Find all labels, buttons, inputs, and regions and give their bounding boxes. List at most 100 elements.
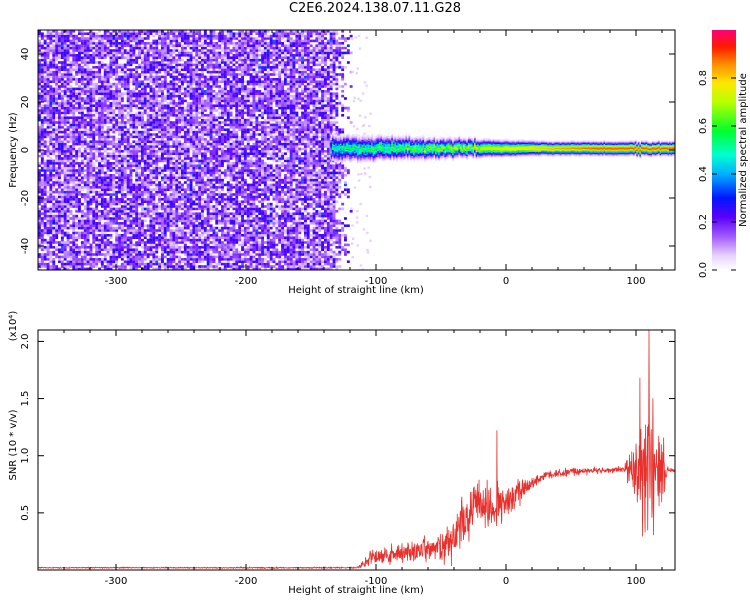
heatmap-cell	[86, 114, 90, 117]
heatmap-cell	[66, 210, 70, 213]
heatmap-cell	[195, 258, 199, 261]
heatmap-cell	[149, 193, 153, 196]
heatmap-cell	[49, 123, 53, 127]
heatmap-cell	[49, 85, 53, 88]
heatmap-cell	[75, 92, 79, 95]
heatmap-cell	[118, 82, 121, 86]
heatmap-cell	[120, 238, 124, 242]
heatmap-cell	[120, 114, 124, 117]
heatmap-cell	[189, 145, 193, 148]
heatmap-cell	[135, 118, 139, 122]
heatmap-cell	[49, 118, 53, 122]
heatmap-cell	[72, 61, 76, 64]
heatmap-cell	[198, 104, 202, 107]
heatmap-cell	[126, 51, 130, 55]
heatmap-cell	[100, 56, 104, 59]
heatmap-cell	[203, 118, 207, 122]
heatmap-cell	[141, 133, 144, 136]
heatmap-cell	[63, 68, 67, 71]
heatmap-cell	[123, 123, 127, 127]
heatmap-cell	[206, 205, 210, 208]
heatmap-cell	[123, 181, 127, 184]
heatmap-cell	[126, 133, 130, 136]
heatmap-cell	[198, 198, 202, 201]
heatmap-cell	[178, 250, 181, 254]
heatmap-cell	[172, 267, 176, 270]
heatmap-cell	[192, 207, 196, 211]
heatmap-cell	[195, 147, 199, 151]
heatmap-cell	[83, 142, 87, 146]
heatmap-cell	[183, 135, 187, 139]
heatmap-cell	[118, 116, 121, 119]
heatmap-cell	[83, 255, 87, 259]
heatmap-cell	[40, 200, 44, 203]
heatmap-cell	[89, 190, 93, 194]
heatmap-cell	[183, 116, 187, 119]
heatmap-cell	[155, 97, 159, 100]
heatmap-cell	[75, 80, 79, 83]
heatmap-cell	[175, 140, 179, 143]
heatmap-cell	[112, 51, 116, 55]
heatmap-cell	[69, 104, 73, 107]
heatmap-cell	[43, 116, 47, 119]
heatmap-cell	[181, 267, 184, 270]
heatmap-cell	[195, 214, 199, 218]
heatmap-cell	[203, 190, 207, 194]
heatmap-cell	[181, 39, 184, 43]
heatmap-cell	[106, 94, 110, 98]
heatmap-cell	[83, 121, 87, 124]
heatmap-cell	[69, 169, 73, 172]
heatmap-cell	[163, 250, 167, 254]
heatmap-cell	[40, 262, 44, 266]
heatmap-cell	[161, 231, 164, 235]
heatmap-cell	[129, 63, 133, 67]
heatmap-cell	[201, 94, 204, 98]
heatmap-cell	[135, 214, 139, 218]
heatmap-cell	[166, 262, 170, 266]
heatmap-cell	[141, 174, 144, 177]
heatmap-cell	[80, 262, 84, 266]
heatmap-cell	[138, 231, 141, 235]
heatmap-cell	[198, 147, 202, 151]
heatmap-cell	[89, 176, 93, 179]
heatmap-cell	[169, 37, 173, 40]
heatmap-cell	[178, 255, 181, 259]
heatmap-cell	[75, 102, 79, 105]
heatmap-cell	[192, 114, 196, 117]
heatmap-cell	[206, 193, 210, 196]
heatmap-cell	[181, 188, 184, 191]
heatmap-cell	[178, 154, 181, 158]
heatmap-cell	[95, 159, 99, 163]
heatmap-cell	[78, 267, 81, 270]
heatmap-cell	[40, 51, 44, 55]
heatmap-cell	[138, 222, 141, 225]
heatmap-cell	[126, 258, 130, 261]
heatmap-cell	[141, 118, 144, 122]
heatmap-cell	[181, 109, 184, 112]
heatmap-cell	[135, 130, 139, 134]
heatmap-cell	[203, 171, 207, 175]
heatmap-cell	[138, 198, 141, 201]
heatmap-cell	[161, 253, 164, 256]
heatmap-cell	[86, 97, 90, 100]
heatmap-cell	[43, 140, 47, 143]
heatmap-cell	[192, 250, 196, 254]
heatmap-cell	[181, 265, 184, 268]
heatmap-cell	[149, 190, 153, 194]
heatmap-cell	[175, 226, 179, 230]
heatmap-cell	[118, 97, 121, 100]
heatmap-cell	[46, 219, 50, 223]
heatmap-cell	[49, 116, 53, 119]
heatmap-cell	[103, 217, 107, 220]
heatmap-cell	[155, 267, 159, 270]
heatmap-cell	[158, 157, 161, 160]
heatmap-cell	[69, 126, 73, 129]
heatmap-cell	[152, 207, 156, 211]
heatmap-cell	[89, 198, 93, 201]
heatmap-cell	[120, 212, 124, 215]
heatmap-cell	[100, 106, 104, 110]
heatmap-cell	[72, 234, 76, 237]
heatmap-cell	[206, 78, 210, 81]
heatmap-cell	[135, 85, 139, 88]
heatmap-cell	[100, 258, 104, 261]
